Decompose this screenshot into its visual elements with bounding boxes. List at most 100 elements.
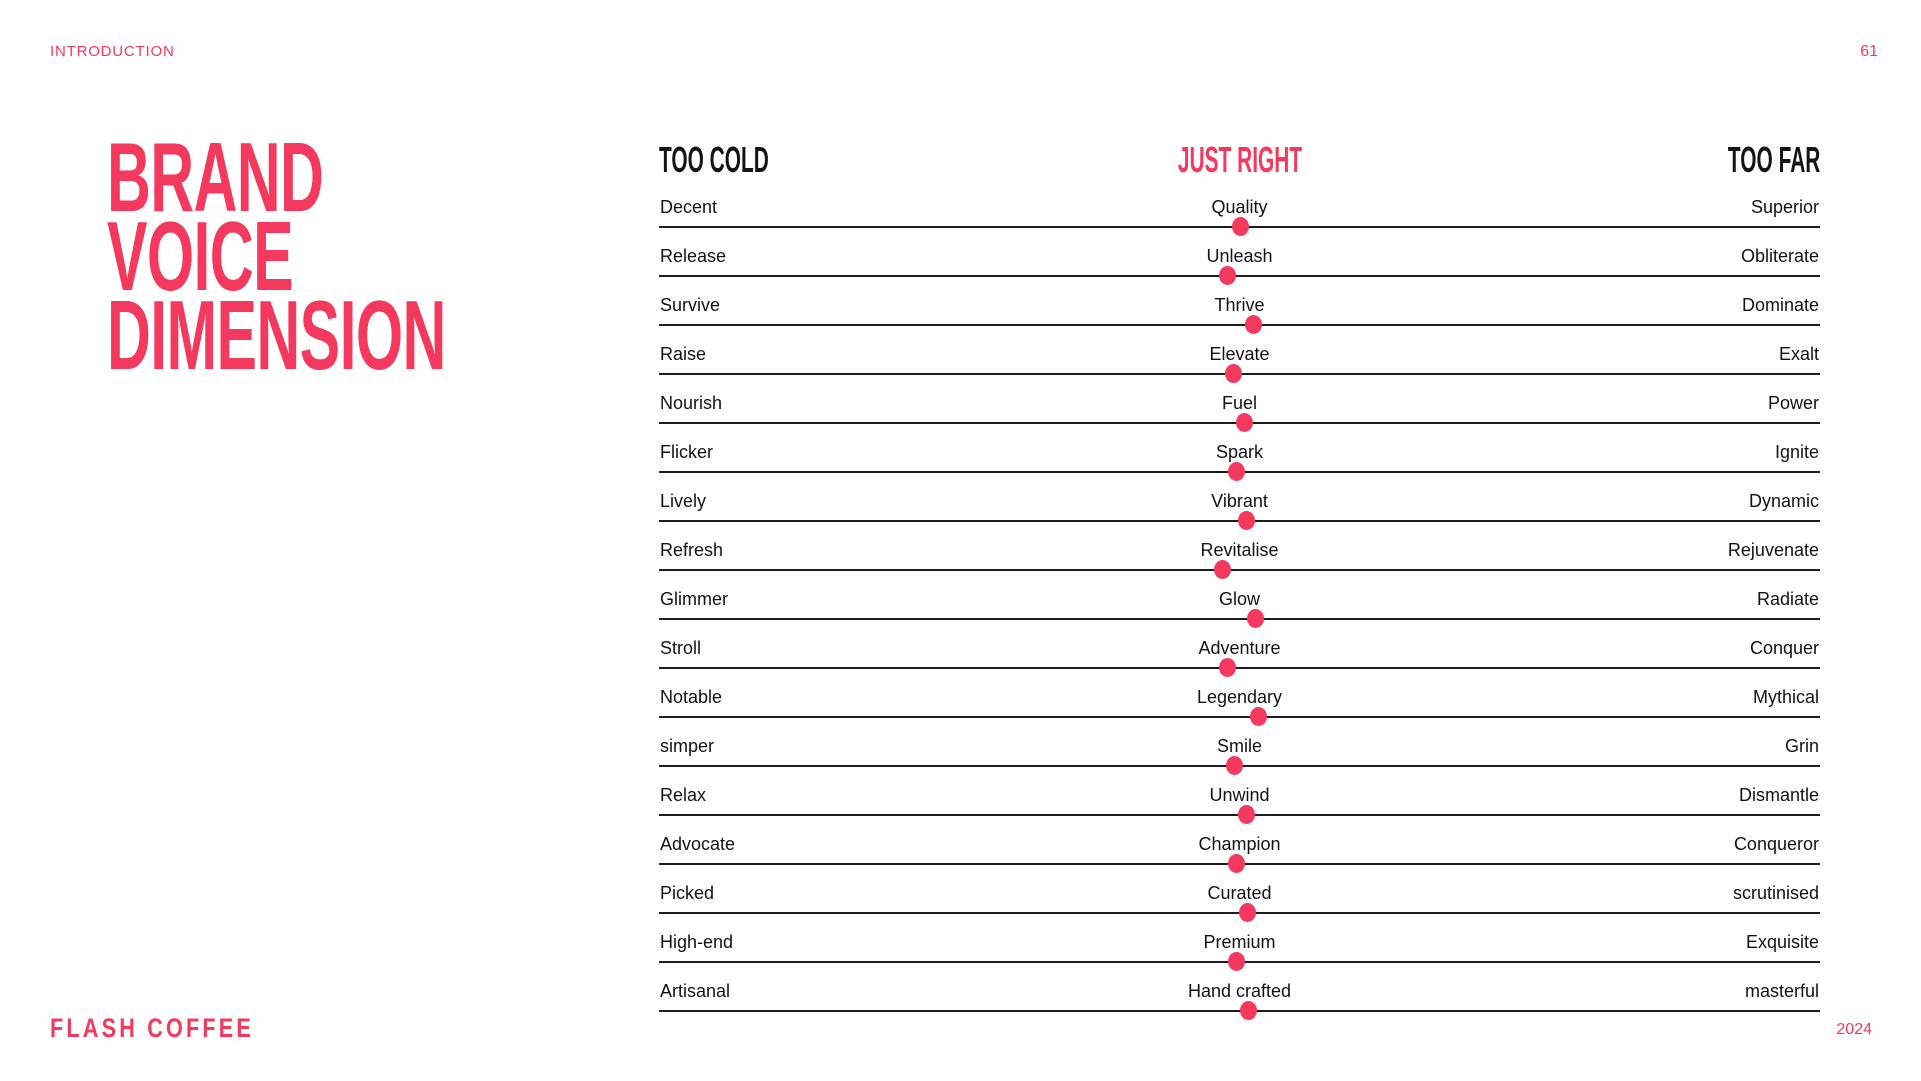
too-far-term: Dynamic [1748, 491, 1819, 511]
too-cold-term: Stroll [660, 638, 702, 658]
just-right-term: Fuel [1221, 393, 1258, 413]
position-dot [1219, 266, 1237, 285]
position-dot [1240, 1001, 1258, 1020]
too-cold-term: simper [660, 736, 715, 756]
too-cold-term: Artisanal [660, 981, 731, 1001]
just-right-term: Unwind [1209, 785, 1270, 805]
brand-logo: FLASH COFFEE [50, 1013, 254, 1043]
too-far-term: Radiate [1756, 589, 1819, 609]
too-far-term: Mythical [1752, 687, 1819, 707]
too-far-term: Conquer [1749, 638, 1819, 658]
too-far-term: Grin [1784, 736, 1819, 756]
too-far-term: Power [1767, 393, 1819, 413]
page-number: 61 [1860, 43, 1878, 60]
spectrum-row: Relax Unwind Dismantle [659, 767, 1820, 824]
position-dot [1213, 560, 1231, 579]
column-header-too-far: TOO FAR [1727, 139, 1820, 180]
too-cold-term: Survive [660, 295, 721, 315]
too-far-term: scrutinised [1732, 883, 1819, 903]
position-dot [1237, 805, 1255, 824]
just-right-term: Hand crafted [1187, 981, 1292, 1001]
too-far-term: Dismantle [1738, 785, 1819, 805]
spectrum-row: Raise Elevate Exalt [659, 326, 1820, 383]
position-dot [1237, 511, 1255, 530]
section-label: INTRODUCTION [50, 43, 175, 60]
just-right-term: Unleash [1206, 246, 1273, 266]
spectrum-row: simper Smile Grin [659, 718, 1820, 775]
table-header-row: TOO COLD JUST RIGHT TOO FAR [659, 142, 1820, 179]
spectrum-row: Survive Thrive Dominate [659, 277, 1820, 334]
too-far-term: masterful [1744, 981, 1819, 1001]
position-dot [1247, 609, 1265, 628]
page-title: BRAND VOICE DIMENSION [107, 122, 446, 390]
too-cold-term: Glimmer [660, 589, 728, 609]
too-far-term: Ignite [1774, 442, 1819, 462]
spectrum-row: Glimmer Glow Radiate [659, 571, 1820, 628]
just-right-term: Glow [1218, 589, 1261, 609]
just-right-term: Quality [1211, 197, 1268, 217]
spectrum-row: Release Unleash Obliterate [659, 228, 1820, 285]
too-cold-term: Nourish [660, 393, 723, 413]
just-right-term: Curated [1207, 883, 1272, 903]
page-title-line-1: BRAND [107, 122, 324, 232]
column-header-just-right: JUST RIGHT [1177, 139, 1302, 180]
too-cold-term: Lively [660, 491, 707, 511]
page-title-line-2: VOICE [107, 201, 294, 311]
too-cold-term: Notable [660, 687, 723, 707]
just-right-term: Smile [1216, 736, 1263, 756]
too-far-term: Conqueror [1733, 834, 1819, 854]
spectrum-row: Decent Quality Superior [659, 179, 1820, 236]
column-header-too-cold: TOO COLD [659, 139, 769, 180]
spectrum-row: Flicker Spark Ignite [659, 424, 1820, 481]
too-far-term: Obliterate [1740, 246, 1819, 266]
just-right-term: Adventure [1198, 638, 1281, 658]
spectrum-row: Stroll Adventure Conquer [659, 620, 1820, 677]
just-right-term: Premium [1203, 932, 1276, 952]
position-dot [1219, 658, 1237, 677]
just-right-term: Thrive [1214, 295, 1265, 315]
spectrum-row: High-end Premium Exquisite [659, 914, 1820, 971]
position-dot [1244, 315, 1262, 334]
spectrum-row: Nourish Fuel Power [659, 375, 1820, 432]
position-dot [1235, 413, 1253, 432]
spectrum-row: Artisanal Hand crafted masterful [659, 963, 1820, 1020]
too-far-term: Dominate [1741, 295, 1819, 315]
just-right-term: Vibrant [1211, 491, 1268, 511]
too-cold-term: High-end [660, 932, 734, 952]
spectrum-row: Notable Legendary Mythical [659, 669, 1820, 726]
too-cold-term: Refresh [660, 540, 724, 560]
spectrum-row: Refresh Revitalise Rejuvenate [659, 522, 1820, 579]
position-dot [1226, 756, 1244, 775]
too-far-term: Superior [1750, 197, 1819, 217]
position-dot [1225, 364, 1243, 383]
position-dot [1227, 952, 1245, 971]
just-right-term: Legendary [1196, 687, 1283, 707]
just-right-term: Spark [1215, 442, 1264, 462]
too-cold-term: Decent [660, 197, 718, 217]
too-far-term: Exalt [1778, 344, 1819, 364]
voice-dimension-table: TOO COLD JUST RIGHT TOO FAR Decent Quali… [659, 142, 1820, 1020]
too-cold-term: Release [660, 246, 727, 266]
page-title-line-3: DIMENSION [107, 280, 446, 390]
too-far-term: Exquisite [1745, 932, 1819, 952]
spectrum-row: Lively Vibrant Dynamic [659, 473, 1820, 530]
too-cold-term: Relax [660, 785, 707, 805]
just-right-term: Elevate [1209, 344, 1270, 364]
just-right-term: Revitalise [1200, 540, 1279, 560]
too-cold-term: Advocate [660, 834, 736, 854]
too-cold-term: Flicker [660, 442, 713, 462]
spectrum-row: Picked Curated scrutinised [659, 865, 1820, 922]
position-dot [1239, 903, 1257, 922]
position-dot [1227, 462, 1245, 481]
position-dot [1232, 217, 1250, 236]
footer-year: 2024 [1836, 1021, 1872, 1038]
too-far-term: Rejuvenate [1727, 540, 1819, 560]
too-cold-term: Raise [660, 344, 707, 364]
table-rows: Decent Quality Superior Release Unleash … [659, 179, 1820, 1020]
position-dot [1227, 854, 1245, 873]
just-right-term: Champion [1198, 834, 1281, 854]
position-dot [1249, 707, 1267, 726]
too-cold-term: Picked [660, 883, 715, 903]
spectrum-row: Advocate Champion Conqueror [659, 816, 1820, 873]
